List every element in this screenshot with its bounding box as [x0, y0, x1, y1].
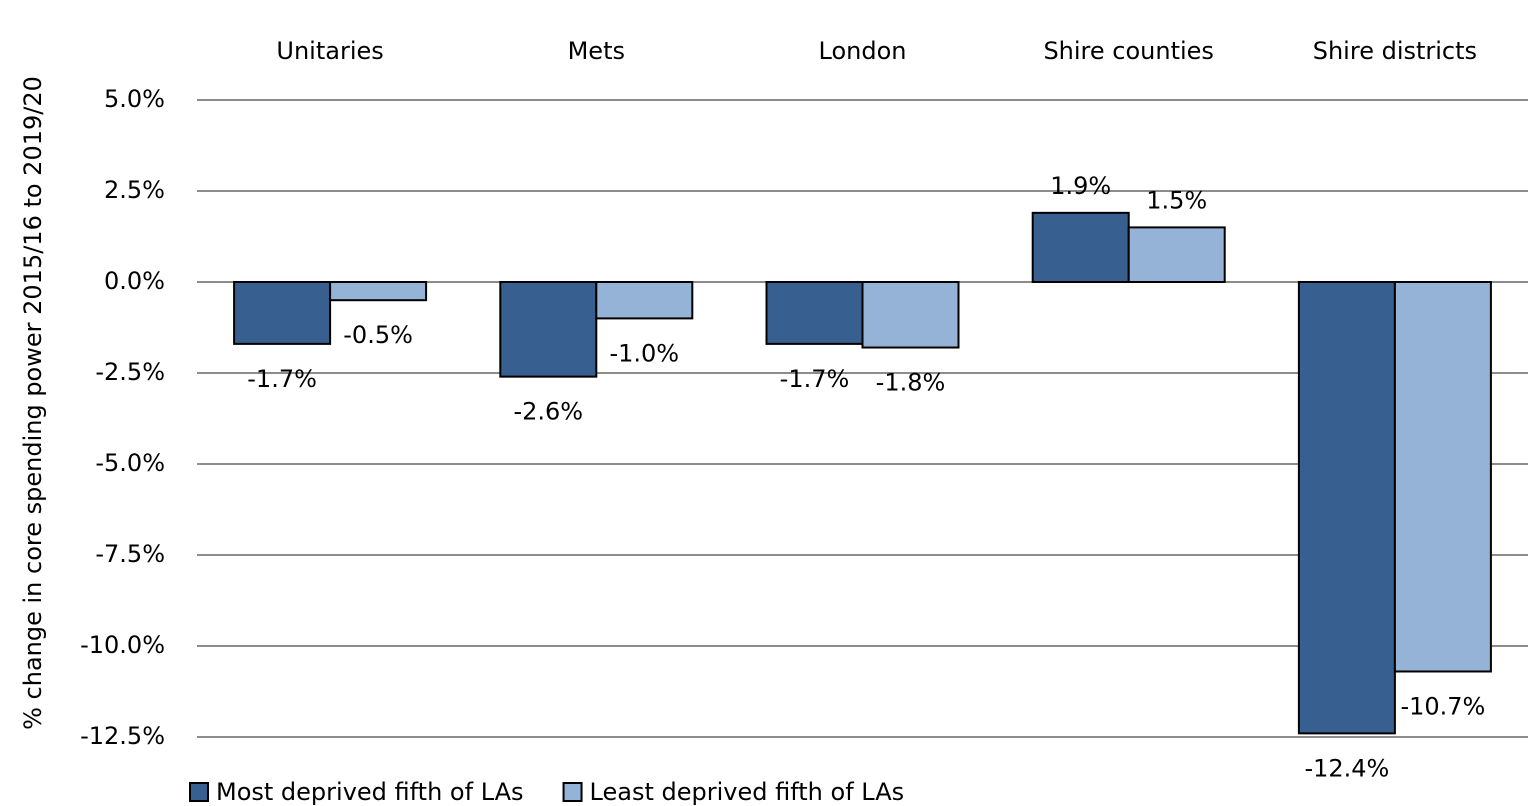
bar	[1297, 281, 1396, 735]
bar	[1031, 211, 1130, 283]
value-label: -1.7%	[780, 365, 850, 393]
y-tick-label: -2.5%	[95, 358, 165, 386]
x-tick-label: Mets	[568, 37, 625, 65]
value-label: -0.5%	[343, 321, 413, 349]
y-tick-label: -12.5%	[80, 722, 165, 750]
bar	[1127, 226, 1226, 283]
bar	[1393, 281, 1492, 673]
value-label: -1.7%	[247, 365, 317, 393]
value-label: 1.9%	[1050, 172, 1111, 200]
y-tick-label: -7.5%	[95, 540, 165, 568]
y-axis-label: % change in core spending power 2015/16 …	[19, 76, 47, 730]
bar	[499, 281, 598, 378]
bar	[233, 281, 332, 345]
bar	[861, 281, 960, 349]
legend-label: Most deprived fifth of LAs	[216, 778, 524, 806]
y-tick-label: 2.5%	[104, 176, 165, 204]
bar	[329, 281, 428, 302]
bar	[595, 281, 694, 320]
y-tick-label: -5.0%	[95, 449, 165, 477]
legend-swatch	[189, 782, 209, 802]
x-tick-label: Shire districts	[1313, 37, 1477, 65]
x-tick-label: Unitaries	[276, 37, 383, 65]
x-tick-label: Shire counties	[1043, 37, 1214, 65]
value-label: -12.4%	[1304, 754, 1389, 782]
value-label: -2.6%	[513, 398, 583, 426]
legend-swatch	[562, 782, 583, 802]
value-label: -1.0%	[609, 339, 679, 367]
bar	[765, 281, 864, 345]
y-tick-label: -10.0%	[80, 631, 165, 659]
x-tick-label: London	[819, 37, 907, 65]
value-label: -1.8%	[876, 369, 946, 397]
value-label: -10.7%	[1400, 692, 1485, 720]
value-label: 1.5%	[1146, 186, 1207, 214]
legend-label: Least deprived fifth of LAs	[590, 778, 905, 806]
y-tick-label: 5.0%	[104, 85, 165, 113]
y-tick-label: 0.0%	[104, 267, 165, 295]
